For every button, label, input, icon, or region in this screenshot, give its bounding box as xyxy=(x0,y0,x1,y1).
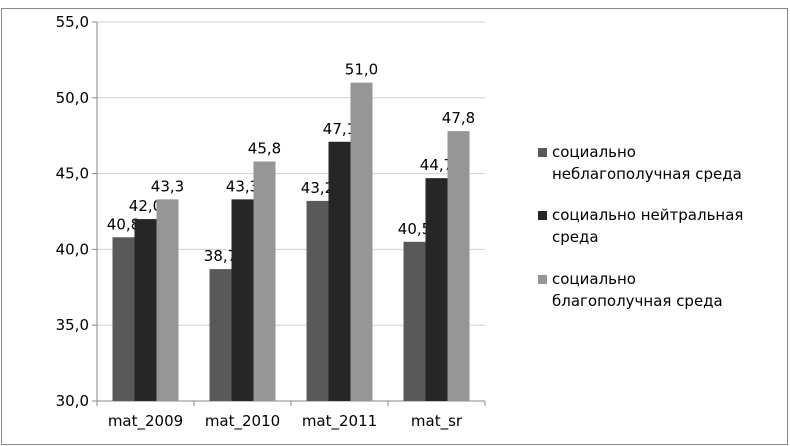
legend-label: социально нейтральная среда xyxy=(552,206,744,246)
data-label: 47,1 xyxy=(323,120,356,138)
legend-swatch xyxy=(538,148,547,157)
legend-label: социально благополучная среда xyxy=(552,270,723,310)
data-label: 43,3 xyxy=(226,177,259,195)
bar xyxy=(253,161,276,401)
x-tick-label: mat_sr xyxy=(411,412,463,431)
data-label: 38,7 xyxy=(204,247,237,265)
data-label: 40,8 xyxy=(107,215,140,233)
legend-swatch xyxy=(538,211,547,220)
y-tick-label: 55,0 xyxy=(56,13,89,31)
y-tick-label: 35,0 xyxy=(56,316,89,334)
bar xyxy=(112,237,135,401)
data-label: 40,5 xyxy=(398,220,431,238)
bar xyxy=(425,178,448,401)
x-tick-label: mat_2010 xyxy=(205,412,280,431)
data-label: 43,2 xyxy=(301,179,334,197)
bar xyxy=(231,199,254,401)
bar xyxy=(328,141,351,402)
y-tick-label: 40,0 xyxy=(56,240,89,258)
data-label: 47,8 xyxy=(442,109,475,127)
y-tick-label: 30,0 xyxy=(56,392,89,410)
y-tick-label: 50,0 xyxy=(56,89,89,107)
data-label: 42,0 xyxy=(129,197,162,215)
bar xyxy=(403,241,426,401)
legend-label: социально неблагополучная среда xyxy=(552,143,742,183)
bar xyxy=(156,199,179,401)
bar xyxy=(447,131,470,402)
data-label: 51,0 xyxy=(345,61,378,79)
bar xyxy=(134,219,157,401)
data-label: 44,7 xyxy=(420,156,453,174)
legend-swatch xyxy=(538,275,547,284)
bar xyxy=(306,200,329,401)
chart-frame xyxy=(1,8,788,445)
data-label: 43,3 xyxy=(151,177,184,195)
bar xyxy=(209,269,232,401)
bar xyxy=(350,82,373,401)
x-tick-label: mat_2009 xyxy=(108,412,183,431)
data-label: 45,8 xyxy=(248,139,281,157)
y-tick-label: 45,0 xyxy=(56,165,89,183)
x-tick-label: mat_2011 xyxy=(302,412,377,431)
